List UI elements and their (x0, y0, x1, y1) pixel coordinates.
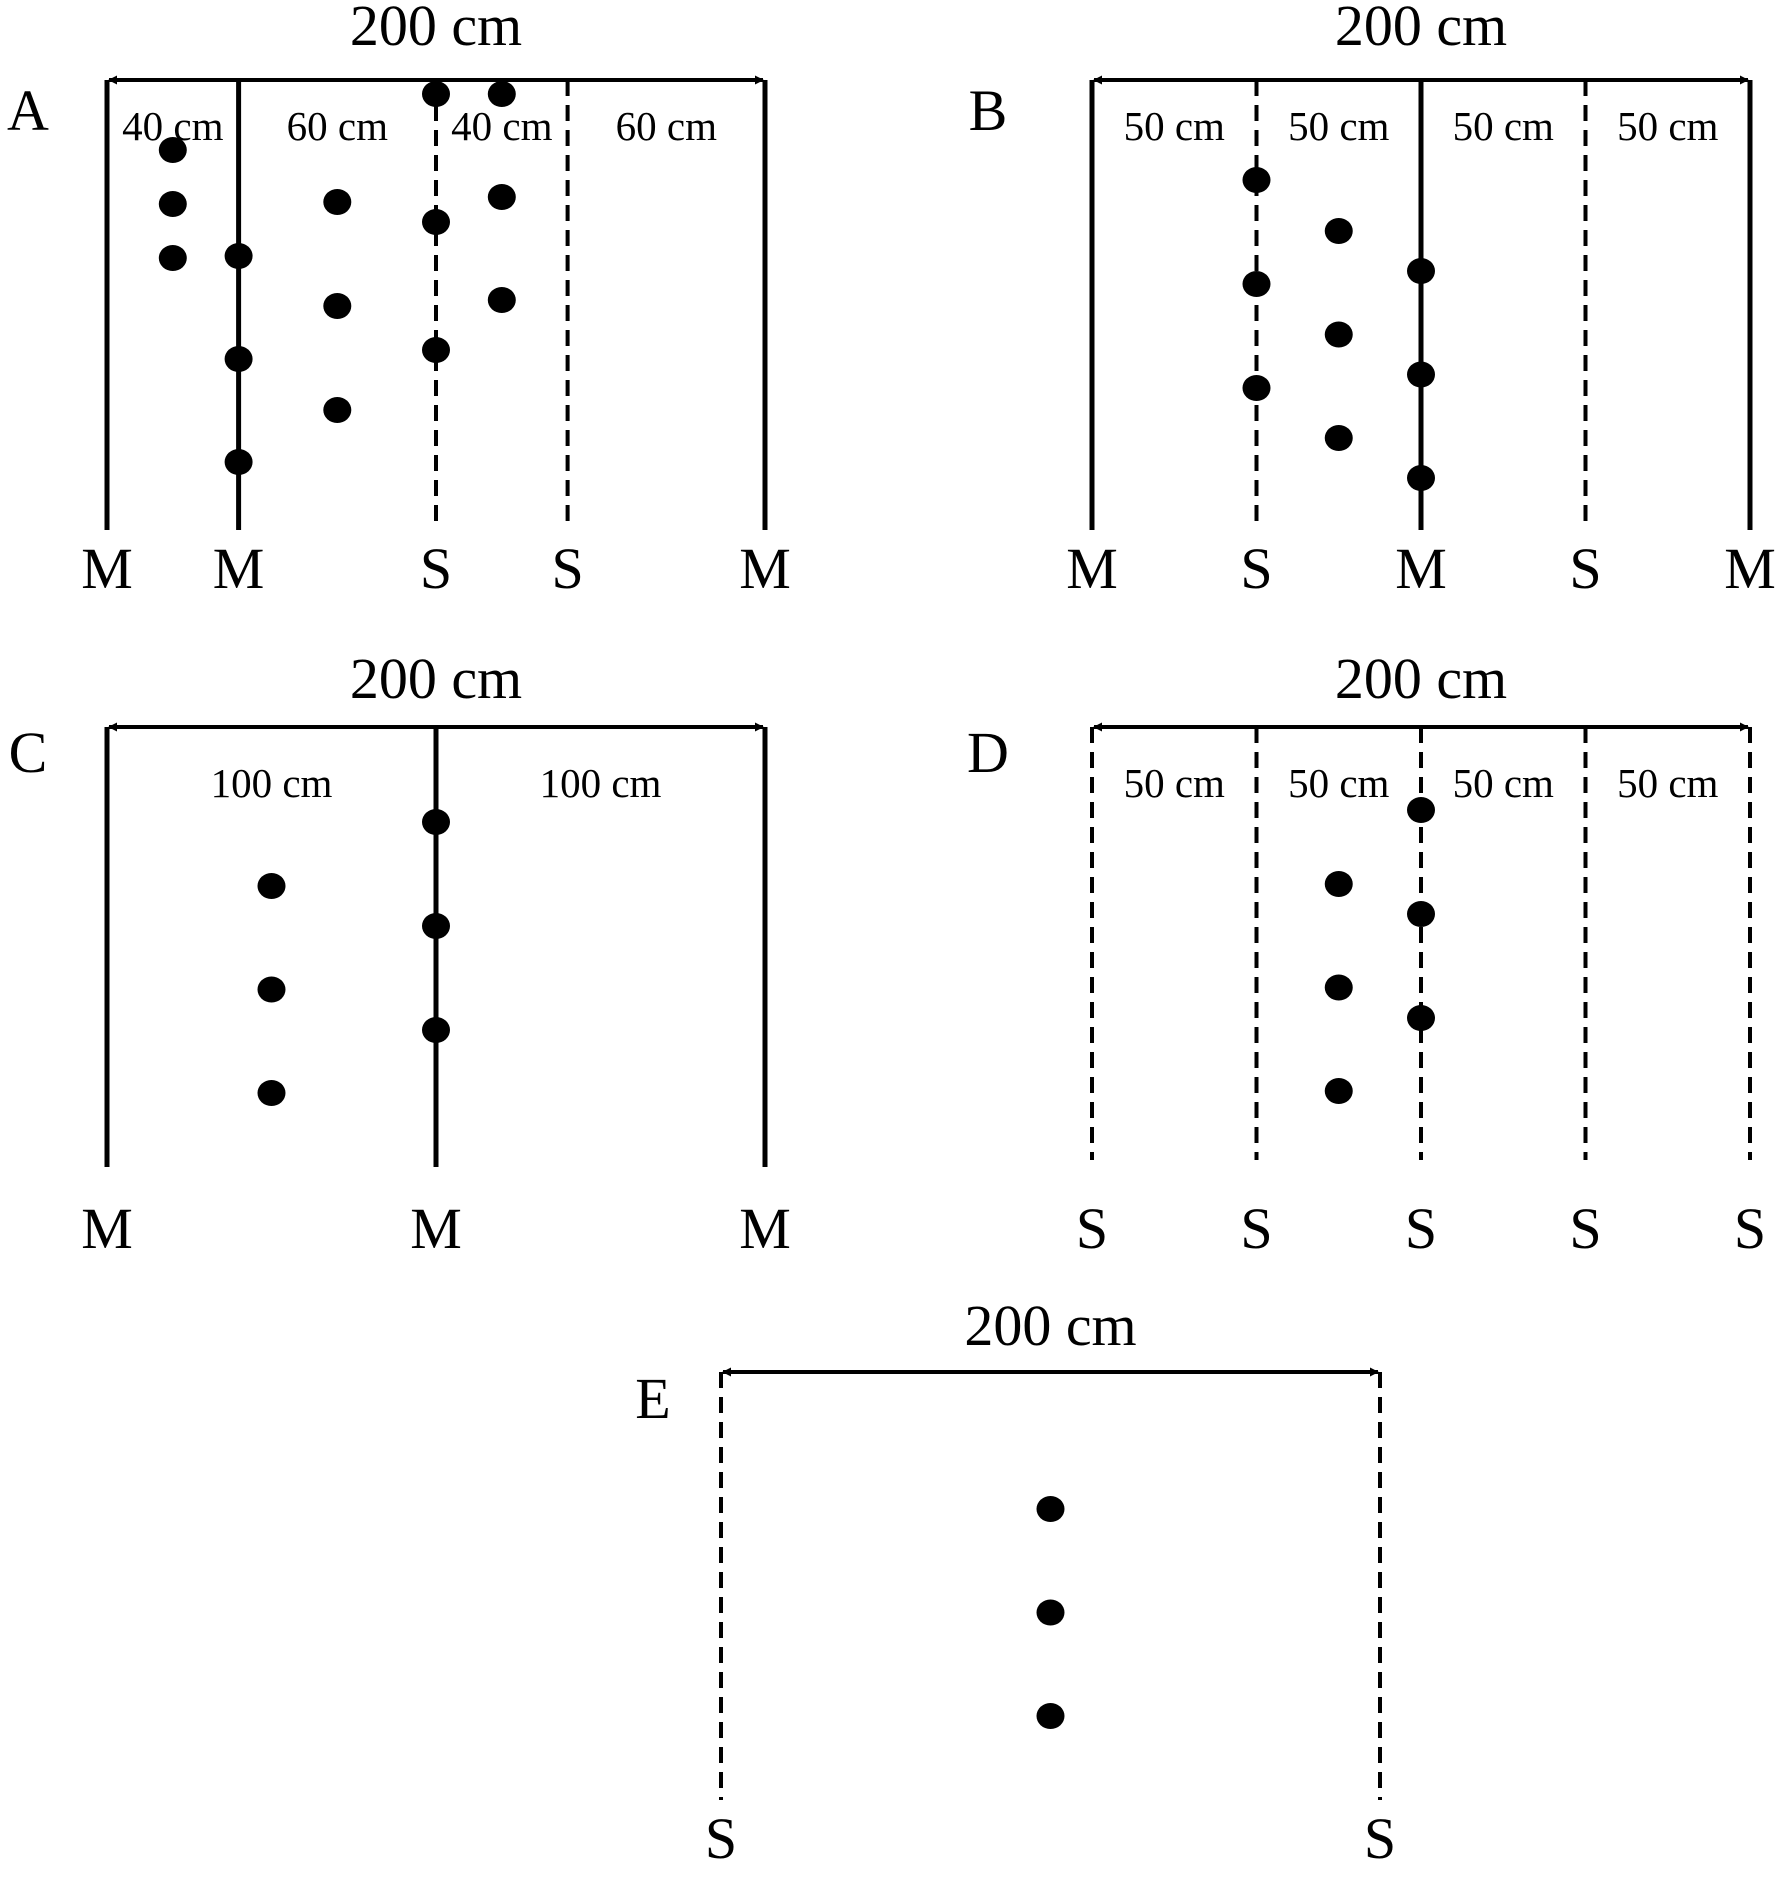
plant-dot (257, 1080, 286, 1106)
spacing-label: 50 cm (1288, 760, 1389, 806)
plant-dot (224, 346, 253, 372)
spacing-label: 100 cm (540, 760, 662, 806)
plant-dot (158, 245, 187, 271)
plant-dot (257, 976, 286, 1003)
spacing-label: 50 cm (1453, 103, 1554, 149)
spacing-label: 50 cm (1617, 760, 1718, 806)
plant-dot (1324, 1078, 1353, 1104)
row-type-label: S (705, 1806, 737, 1871)
panel-label: A (7, 78, 49, 143)
plant-dot (1324, 218, 1353, 244)
plant-dot (487, 81, 516, 107)
row-type-label: S (420, 536, 452, 601)
plant-dot (158, 191, 187, 217)
panel-b: B 200 cm M S M S M 50 cm 50 cm 50 cm 50 cm (969, 0, 1776, 601)
panel-c: C 200 cm M M M 100 cm 100 cm (9, 646, 791, 1261)
plant-dot (1324, 321, 1353, 348)
row-type-label: S (1240, 536, 1272, 601)
plant-dot (1242, 375, 1271, 401)
row-type-label: M (739, 1196, 791, 1261)
row-type-label: M (410, 1196, 462, 1261)
plant-dot (487, 184, 516, 210)
plant-dot (1036, 1703, 1065, 1729)
spacing-label: 50 cm (1288, 103, 1389, 149)
total-width-label: 200 cm (1335, 0, 1507, 58)
plant-dot (1324, 425, 1353, 451)
plant-dot (1407, 465, 1435, 491)
plant-dot (158, 137, 187, 163)
row-type-label: S (1569, 536, 1601, 601)
spacing-label: 50 cm (1124, 103, 1225, 149)
row-type-label: M (1395, 536, 1447, 601)
spacing-label: 100 cm (211, 760, 333, 806)
plant-dot (1324, 974, 1353, 1001)
panel-label: D (967, 720, 1009, 785)
plant-dot (422, 1017, 450, 1043)
row-type-label: S (1076, 1196, 1108, 1261)
plant-dot (422, 209, 450, 235)
total-width-label: 200 cm (350, 0, 522, 58)
spacing-label: 50 cm (1124, 760, 1225, 806)
plant-dot (323, 397, 352, 423)
row-type-label: S (1734, 1196, 1766, 1261)
spacing-label: 60 cm (287, 103, 388, 149)
spacing-label: 40 cm (451, 103, 552, 149)
plant-dot (1242, 167, 1271, 193)
row-type-label: S (1405, 1196, 1437, 1261)
row-type-label: M (81, 1196, 133, 1261)
panel-label: B (969, 78, 1008, 143)
plant-dot (257, 873, 286, 899)
plant-dot (1242, 271, 1271, 297)
panel-e: E 200 cm S S (635, 1293, 1396, 1871)
row-type-label: S (551, 536, 583, 601)
plant-dot (224, 243, 253, 269)
plant-dot (422, 809, 450, 835)
row-type-label: M (81, 536, 133, 601)
plant-dot (1407, 258, 1435, 284)
plant-dot (1407, 361, 1435, 388)
spacing-label: 60 cm (616, 103, 717, 149)
plant-dot (422, 913, 450, 939)
plant-dot (323, 293, 352, 319)
panel-label: C (9, 720, 48, 785)
plant-dot (1407, 901, 1435, 927)
total-width-label: 200 cm (1335, 646, 1507, 711)
row-type-label: S (1364, 1806, 1396, 1871)
row-type-label: S (1240, 1196, 1272, 1261)
row-type-label: M (1724, 536, 1776, 601)
row-type-label: S (1569, 1196, 1601, 1261)
panel-label: E (635, 1366, 670, 1431)
panel-d: D 200 cm S S S S S 50 cm 50 cm 50 cm 50 cm (967, 646, 1766, 1261)
plant-dot (1407, 797, 1435, 823)
plant-dot (323, 189, 352, 215)
row-type-label: M (1066, 536, 1118, 601)
plant-dot (1036, 1599, 1065, 1626)
plant-dot (422, 337, 450, 363)
row-type-label: M (739, 536, 791, 601)
plant-dot (487, 287, 516, 313)
plant-dot (1036, 1496, 1065, 1522)
plant-dot (224, 449, 253, 475)
total-width-label: 200 cm (350, 646, 522, 711)
spacing-label: 50 cm (1617, 103, 1718, 149)
plant-dot (1407, 1005, 1435, 1031)
plant-dot (422, 81, 450, 107)
row-type-label: M (213, 536, 265, 601)
spacing-label: 50 cm (1453, 760, 1554, 806)
total-width-label: 200 cm (964, 1293, 1136, 1358)
plant-dot (1324, 871, 1353, 897)
